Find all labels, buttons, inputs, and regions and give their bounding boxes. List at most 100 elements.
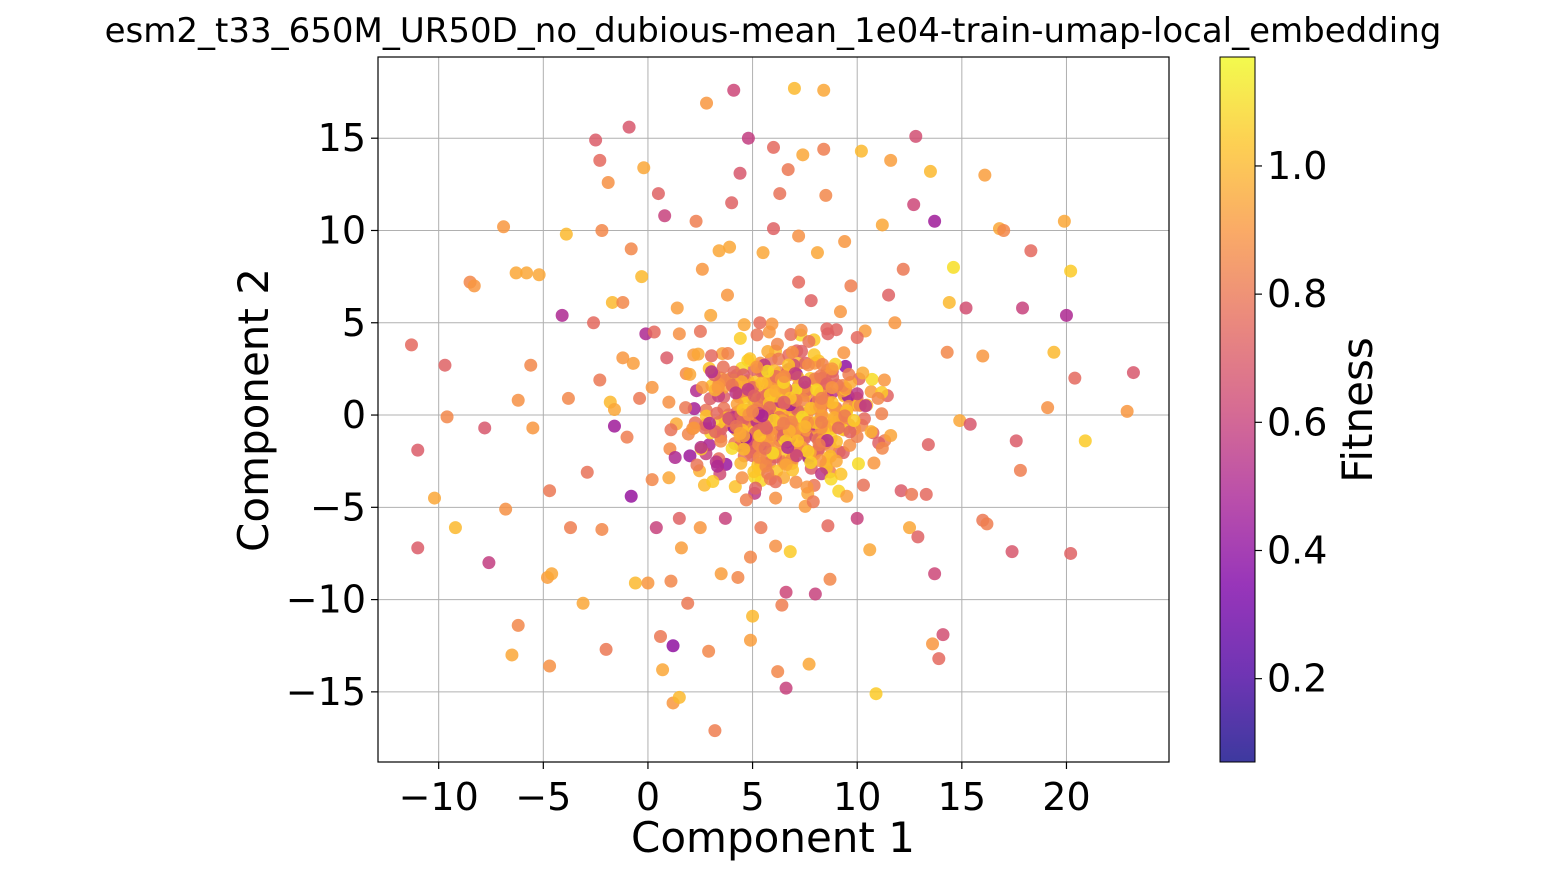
data-point: [666, 639, 680, 653]
data-point: [959, 301, 973, 315]
data-point: [779, 458, 793, 472]
data-point: [658, 209, 672, 223]
data-point: [700, 96, 714, 110]
data-point: [777, 370, 791, 384]
x-axis-label: Component 1: [631, 813, 915, 862]
data-point: [499, 502, 513, 516]
x-tick-label: −5: [515, 775, 571, 819]
data-point: [884, 428, 898, 442]
data-point: [761, 345, 775, 359]
data-point: [815, 415, 829, 429]
data-point: [801, 445, 815, 459]
data-point: [704, 308, 718, 322]
colorbar-tick-label: 1.0: [1267, 144, 1327, 188]
data-point: [564, 521, 578, 535]
x-axis-ticks: −10 −5 0 5 10 15 20: [399, 762, 1091, 819]
data-point: [651, 187, 665, 201]
data-point: [804, 456, 818, 470]
y-tick-label: 0: [342, 393, 366, 437]
data-point: [664, 423, 678, 437]
data-point: [773, 187, 787, 201]
data-point: [806, 495, 820, 509]
data-point: [869, 687, 883, 701]
data-point: [497, 220, 511, 234]
colorbar-tick-label: 0.4: [1267, 529, 1327, 573]
data-point: [543, 659, 557, 673]
data-point: [545, 567, 559, 581]
data-point: [654, 630, 667, 644]
data-point: [511, 393, 525, 407]
data-point: [1013, 463, 1027, 477]
data-point: [946, 260, 960, 274]
data-point: [734, 456, 748, 470]
data-point: [859, 399, 873, 413]
data-point: [702, 644, 716, 658]
data-point: [775, 598, 789, 612]
data-point: [593, 153, 607, 167]
data-point: [781, 440, 795, 454]
colorbar-tick-label: 0.2: [1267, 657, 1327, 701]
data-point: [888, 316, 902, 330]
data-point: [802, 334, 816, 348]
data-point: [656, 663, 670, 677]
data-point: [711, 380, 725, 394]
data-point: [747, 389, 761, 403]
y-axis-ticks: −15 −10 −5 0 5 10 15: [286, 116, 378, 714]
x-tick-label: 0: [636, 775, 660, 819]
data-point: [821, 519, 835, 533]
data-point: [595, 223, 609, 237]
data-point: [404, 338, 418, 352]
data-point: [905, 487, 919, 501]
data-point: [953, 414, 967, 428]
data-point: [662, 471, 676, 485]
data-point: [976, 349, 990, 363]
data-point: [801, 358, 815, 372]
data-point: [1120, 404, 1134, 418]
data-points: [404, 81, 1140, 738]
data-point: [672, 690, 686, 704]
data-point: [790, 449, 804, 463]
data-point: [1016, 301, 1030, 315]
data-point: [843, 425, 857, 439]
data-point: [815, 467, 829, 481]
data-point: [850, 331, 864, 345]
data-point: [624, 242, 638, 256]
data-point: [693, 324, 707, 338]
data-point: [1064, 546, 1078, 560]
data-point: [524, 358, 538, 372]
data-point: [756, 246, 770, 260]
data-point: [779, 585, 793, 599]
data-point: [921, 438, 935, 452]
data-point: [723, 240, 737, 254]
data-point: [894, 484, 908, 498]
data-point: [683, 449, 697, 463]
data-point: [746, 404, 760, 418]
data-point: [626, 356, 640, 370]
data-point: [438, 358, 452, 372]
data-point: [645, 473, 659, 487]
data-point: [601, 175, 615, 189]
data-point: [645, 380, 659, 394]
data-point: [672, 327, 686, 341]
data-point: [911, 530, 925, 544]
data-point: [794, 323, 808, 337]
data-point: [838, 235, 852, 249]
data-point: [781, 163, 795, 177]
data-point: [1005, 545, 1019, 559]
data-point: [605, 295, 619, 309]
data-point: [712, 244, 726, 258]
data-point: [833, 305, 847, 319]
data-point: [798, 375, 812, 389]
data-point: [702, 416, 716, 430]
data-point: [587, 316, 601, 330]
y-axis-label: Component 2: [229, 268, 278, 552]
data-point: [647, 325, 661, 339]
data-point: [907, 198, 921, 212]
data-point: [856, 478, 870, 492]
data-point: [580, 465, 594, 479]
data-point: [624, 489, 638, 503]
x-tick-label: 15: [938, 775, 986, 819]
data-point: [837, 346, 851, 360]
data-point: [689, 214, 703, 228]
data-point: [847, 413, 861, 427]
